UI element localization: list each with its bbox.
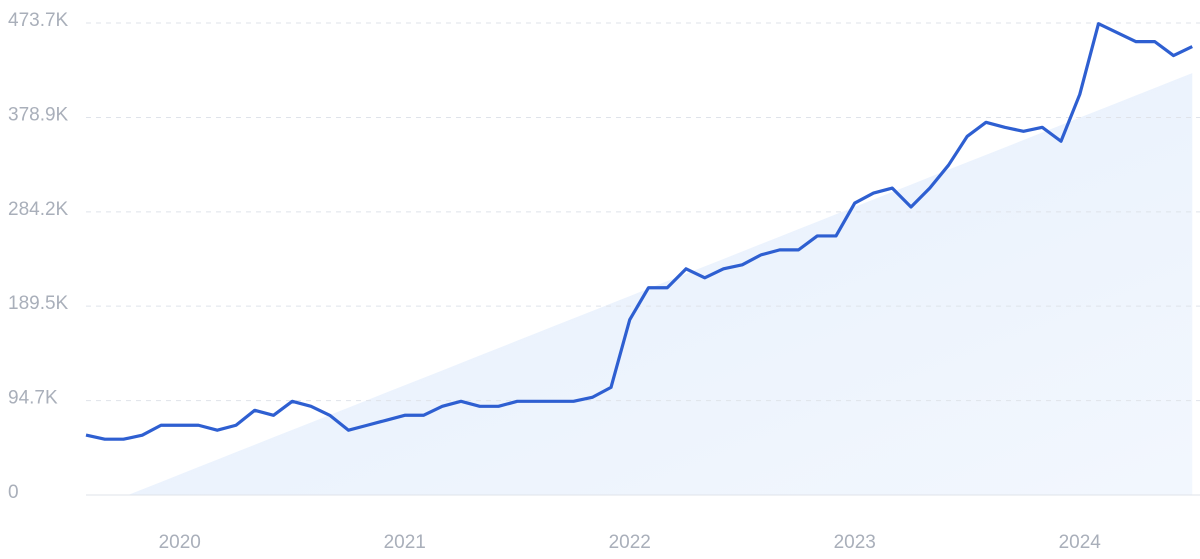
trend-area xyxy=(86,73,1193,495)
x-tick-label: 2023 xyxy=(834,532,876,553)
data-line xyxy=(85,22,1193,441)
y-tick-label: 0 xyxy=(8,482,19,503)
x-tick-label: 2022 xyxy=(609,532,651,553)
x-tick-label: 2021 xyxy=(384,532,426,553)
y-tick-label: 284.2K xyxy=(8,199,69,220)
x-tick-label: 2024 xyxy=(1059,532,1102,553)
y-tick-label: 378.9K xyxy=(8,104,69,125)
x-tick-label: 2020 xyxy=(159,532,201,553)
y-tick-label: 189.5K xyxy=(8,293,69,314)
y-tick-label: 94.7K xyxy=(8,388,58,409)
y-tick-label: 473.7K xyxy=(8,10,69,31)
